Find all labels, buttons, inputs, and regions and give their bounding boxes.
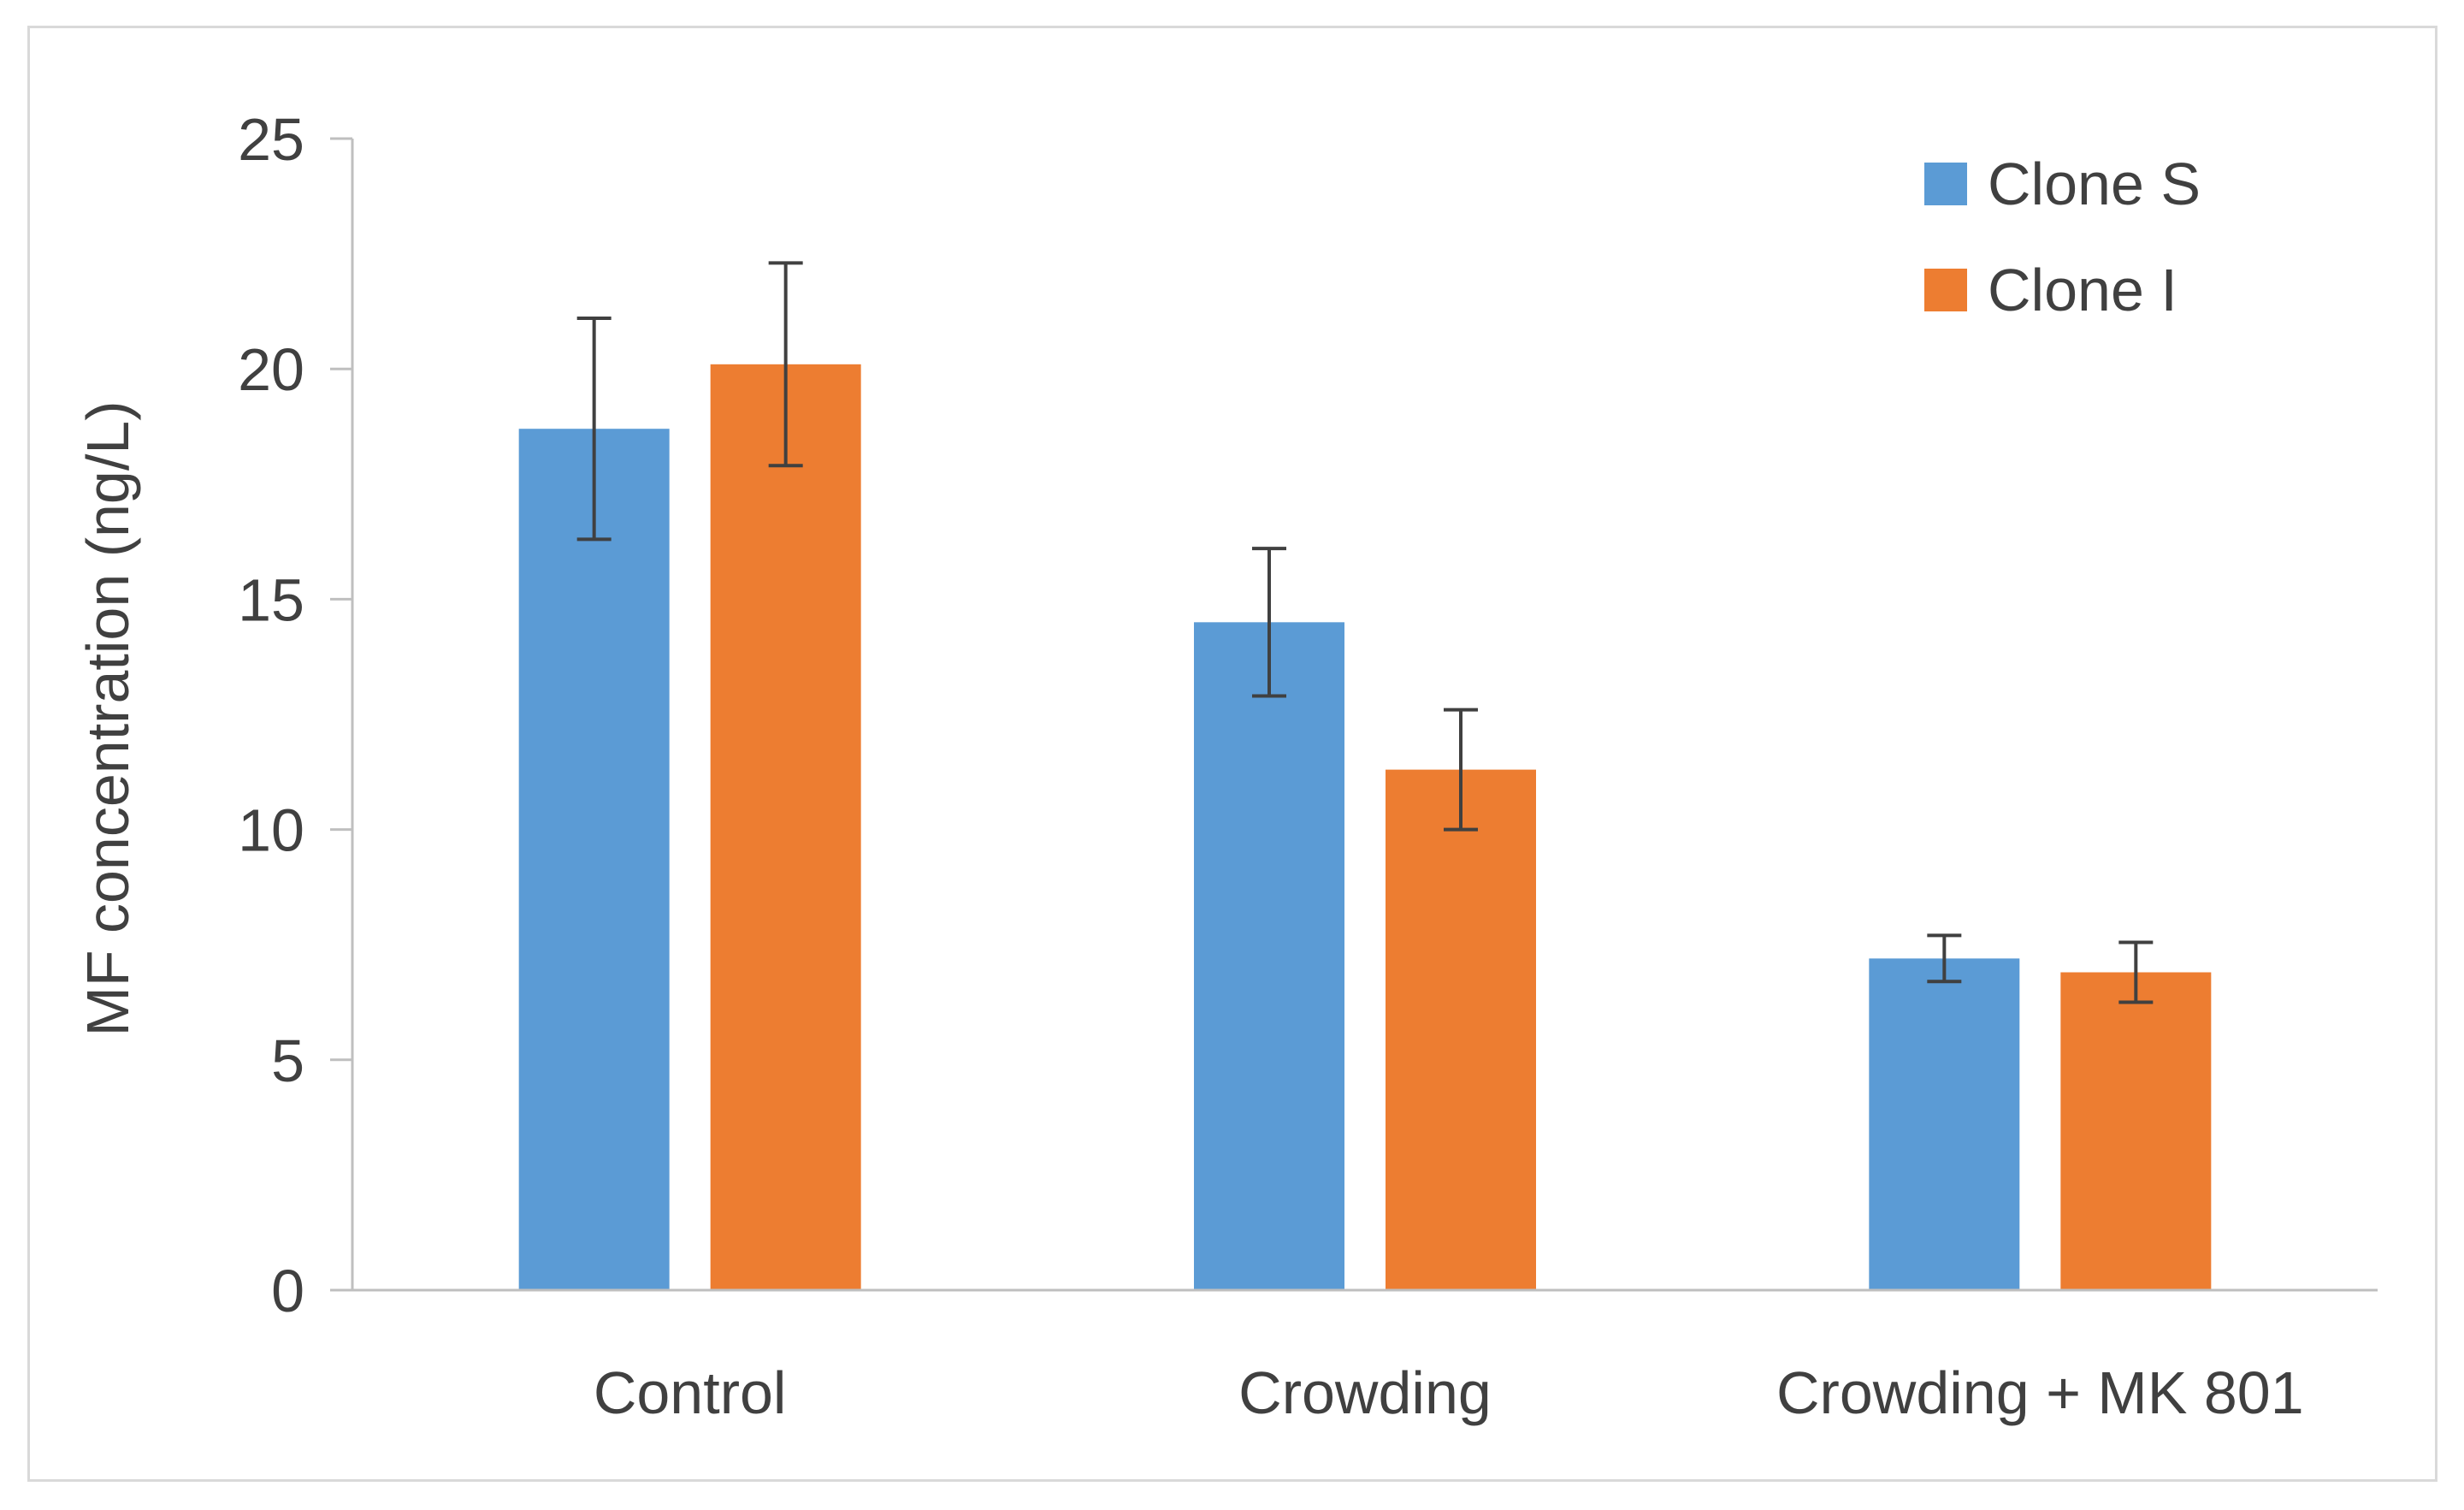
legend: Clone S Clone I bbox=[1924, 151, 2201, 323]
legend-label: Clone S bbox=[1988, 151, 2201, 217]
bar-clone-s bbox=[1869, 958, 2020, 1290]
bars bbox=[518, 364, 2212, 1290]
axes bbox=[351, 139, 2378, 1292]
y-tick-label: 20 bbox=[238, 336, 304, 403]
bar-clone-s bbox=[518, 429, 670, 1290]
y-axis-title: MF concentration (ng/L) bbox=[74, 400, 141, 1036]
x-category-label: Crowding + MK 801 bbox=[1776, 1359, 2304, 1426]
y-axis-title-group: MF concentration (ng/L) bbox=[74, 400, 141, 1036]
y-tick-label: 15 bbox=[238, 566, 304, 633]
x-category-label: Crowding bbox=[1238, 1359, 1492, 1426]
category-labels: Control Crowding Crowding + MK 801 bbox=[594, 1359, 2304, 1426]
y-tick-label: 0 bbox=[271, 1258, 304, 1324]
y-tick-label: 25 bbox=[238, 106, 304, 173]
y-tick-label: 5 bbox=[271, 1027, 304, 1094]
bar-clone-i bbox=[710, 364, 861, 1290]
bar-clone-i bbox=[1386, 769, 1536, 1290]
legend-swatch bbox=[1924, 269, 1967, 311]
y-axis-ticks: 0 5 10 15 20 25 bbox=[238, 106, 352, 1324]
legend-swatch bbox=[1924, 163, 1967, 205]
legend-label: Clone I bbox=[1988, 257, 2177, 323]
error-bars bbox=[576, 261, 2154, 1004]
bar-clone-s bbox=[1194, 622, 1344, 1290]
x-category-label: Control bbox=[594, 1359, 787, 1426]
y-tick-label: 10 bbox=[238, 797, 304, 864]
bar-clone-i bbox=[2060, 972, 2212, 1290]
